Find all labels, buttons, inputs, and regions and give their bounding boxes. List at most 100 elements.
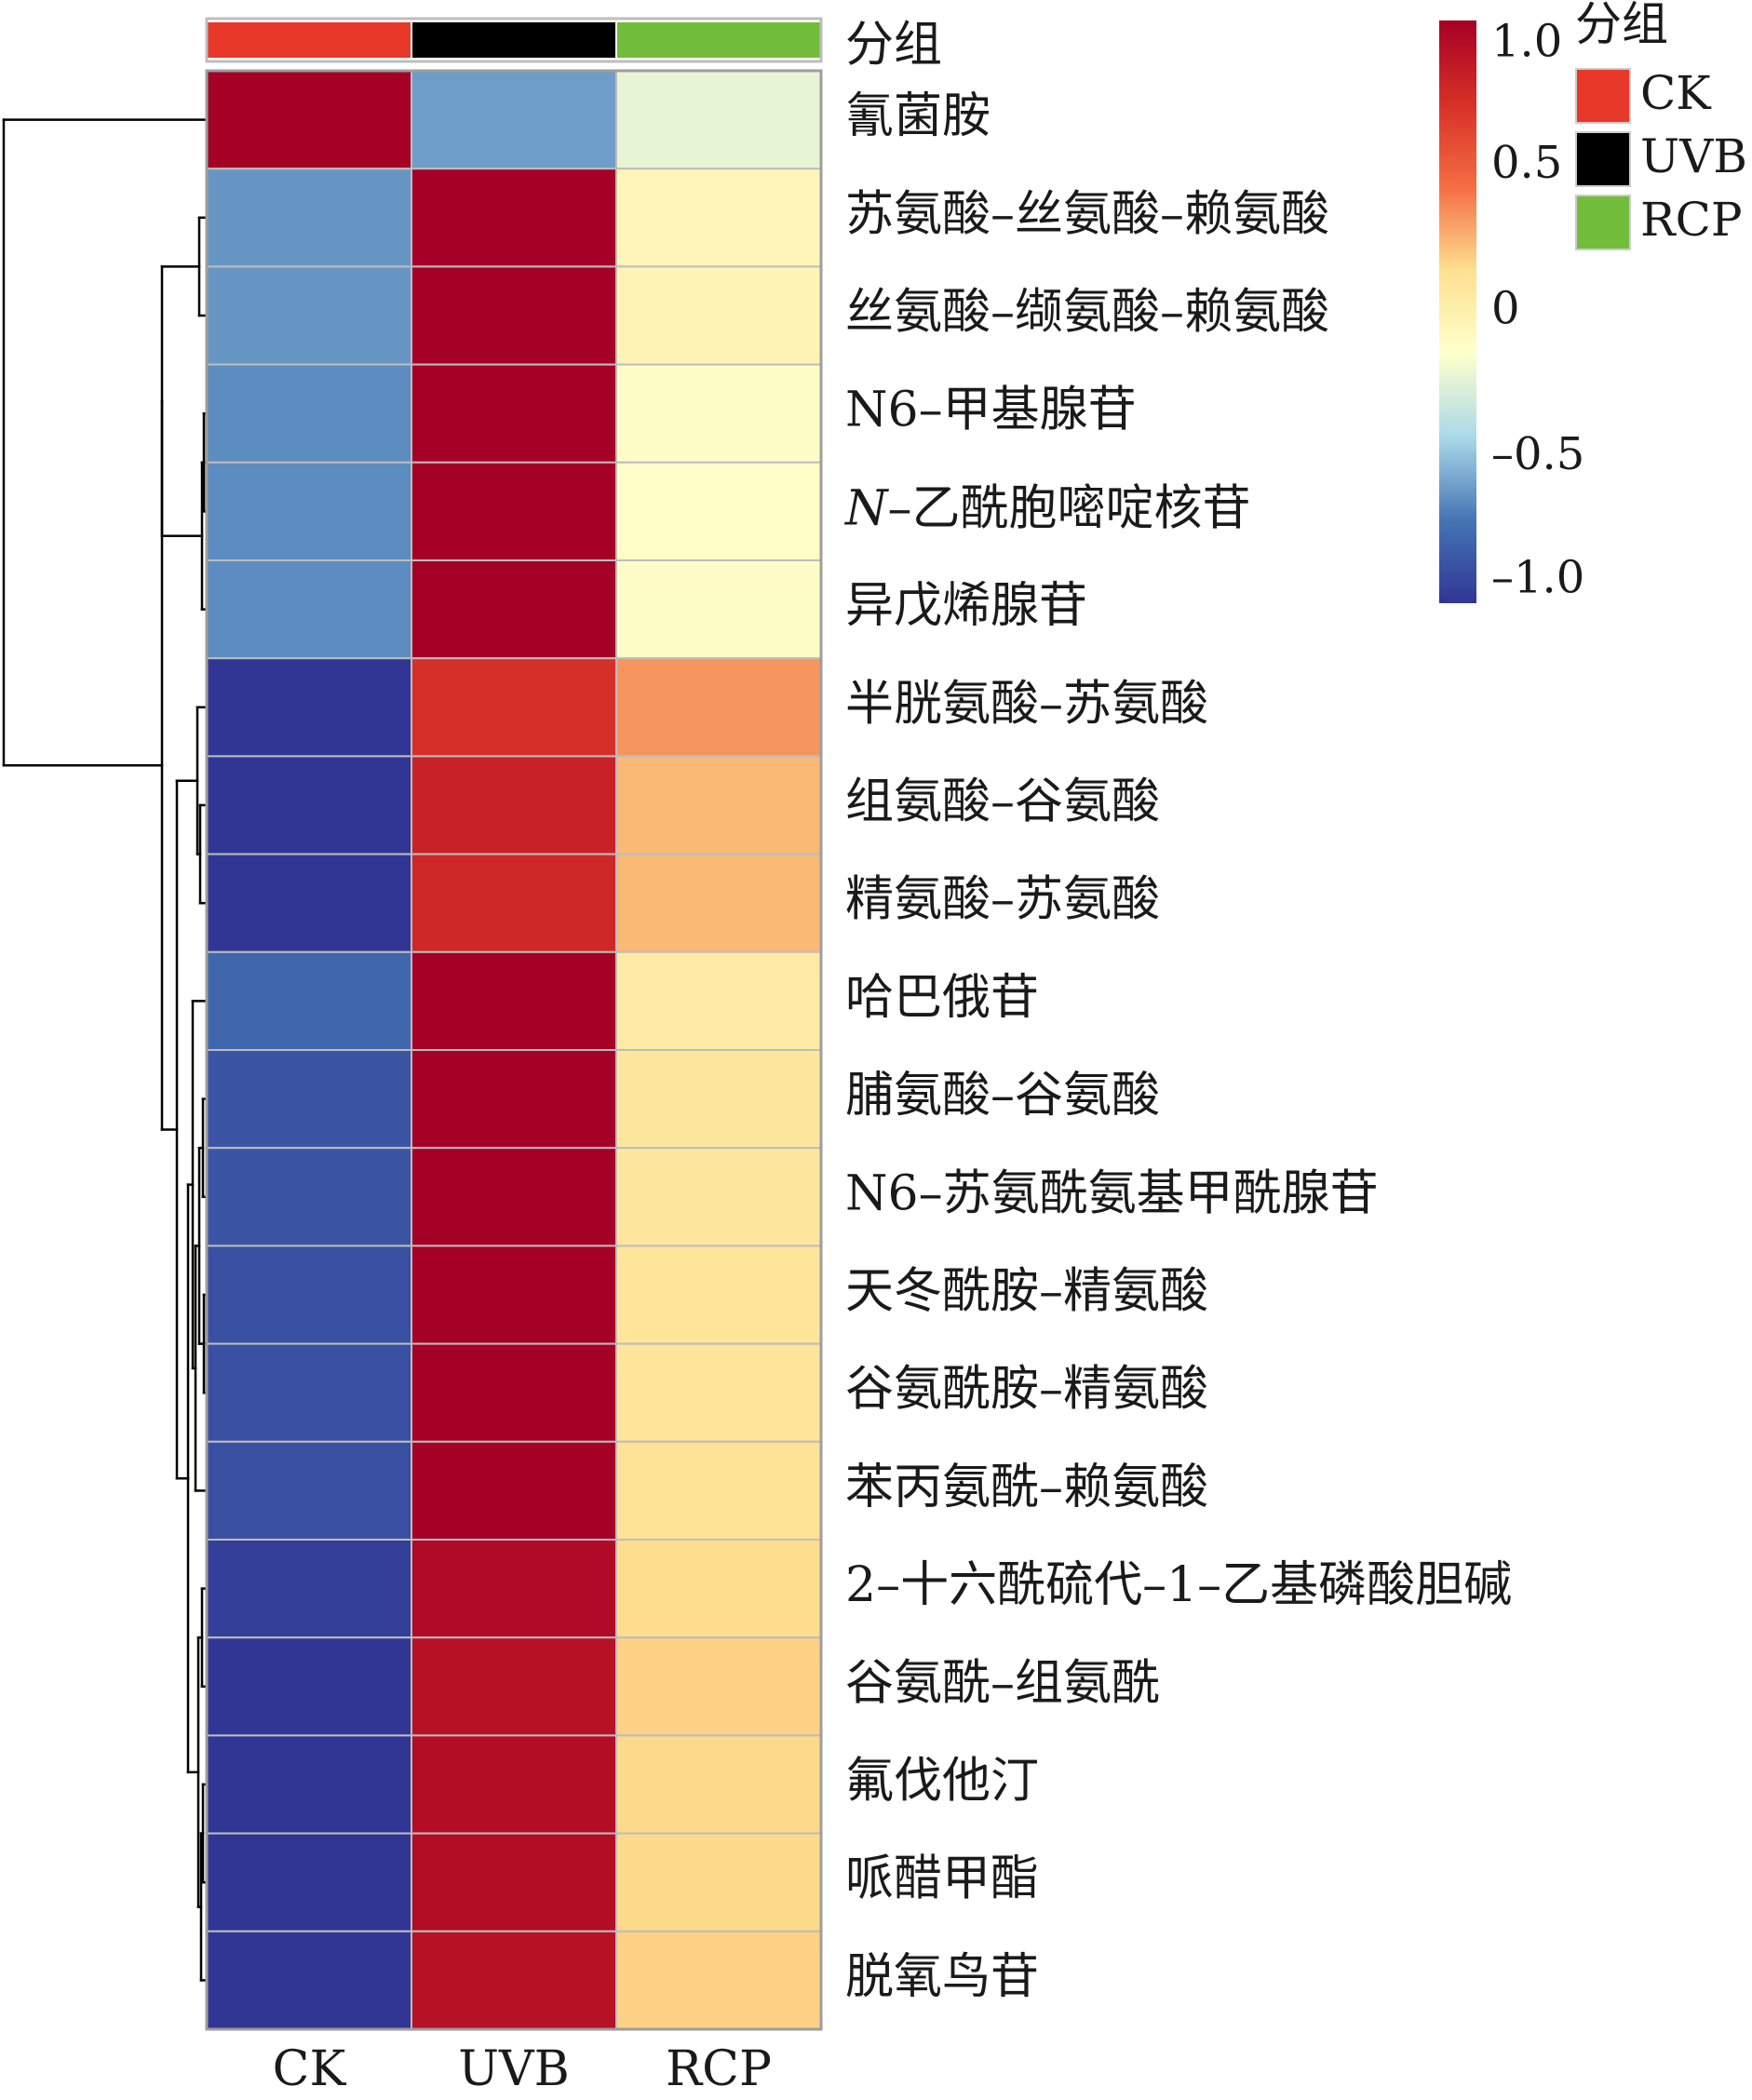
legend-swatch-rcp: [1575, 195, 1631, 250]
heatmap-cell: [615, 755, 822, 855]
heatmap-cell: [206, 1539, 412, 1639]
heatmap-cell: [206, 1930, 412, 2031]
heatmap-cell: [206, 755, 412, 855]
column-label: CK: [273, 2041, 347, 2097]
row-label: 异戊烯腺苷: [845, 578, 1087, 634]
heatmap-cell: [615, 1832, 822, 1932]
row-label: 脱氧鸟苷: [845, 1949, 1039, 2005]
row-label: N6–苏氨酰氨基甲酰腺苷: [845, 1165, 1379, 1221]
heatmap-cell: [615, 1245, 822, 1345]
heatmap-cell: [411, 1734, 617, 1835]
heatmap-cell: [206, 1147, 412, 1247]
row-label: 丝氨酸–缬氨酸–赖氨酸: [845, 285, 1329, 341]
heatmap-cell: [206, 1734, 412, 1835]
group-legend: CK UVB RCP: [1575, 66, 1747, 250]
annotation-uvb: [412, 22, 615, 58]
legend-label-uvb: UVB: [1640, 129, 1747, 183]
color-scale-ticks: 1.0 0.5 0 –0.5 –1.0: [1491, 16, 1584, 604]
heatmap-cell: [615, 265, 822, 366]
heatmap-cells: [205, 69, 823, 2031]
row-label: 2–十六酰硫代–1–乙基磷酸胆碱: [845, 1557, 1512, 1613]
heatmap-cell: [411, 1245, 617, 1345]
column-label: RCP: [666, 2041, 772, 2097]
color-scale-tick-label: –0.5: [1491, 428, 1584, 480]
row-label: 苏氨酸–丝氨酸–赖氨酸: [845, 186, 1329, 242]
heatmap-cell: [615, 70, 822, 170]
heatmap-cell: [411, 1832, 617, 1932]
heatmap-cell: [411, 1342, 617, 1443]
heatmap-cell: [206, 657, 412, 758]
heatmap-cell: [206, 1342, 412, 1443]
heatmap-cell: [615, 1734, 822, 1835]
row-label: 精氨酸–苏氨酸: [845, 872, 1160, 928]
heatmap-cell: [411, 1539, 617, 1639]
legend-label-rcp: RCP: [1640, 193, 1743, 247]
group-annotation-title: 分组: [845, 18, 942, 74]
heatmap-cell: [411, 168, 617, 268]
row-dendrogram: [2, 118, 209, 1982]
heatmap-cell: [411, 265, 617, 366]
heatmap-cell: [206, 559, 412, 660]
row-label: 谷氨酰–组氨酰: [845, 1655, 1160, 1711]
heatmap-cell: [206, 70, 412, 170]
heatmap-cell: [411, 657, 617, 758]
heatmap-cell: [615, 950, 822, 1051]
heatmap-cell: [411, 1440, 617, 1541]
annotation-rcp: [617, 22, 820, 58]
heatmap-cell: [411, 853, 617, 953]
color-scale-tick-label: 0.5: [1491, 137, 1562, 189]
row-label: 氰菌胺: [845, 88, 991, 144]
color-scale-tick-label: 1.0: [1491, 16, 1562, 68]
heatmap-cell: [206, 950, 412, 1051]
annotation-ck: [208, 22, 411, 58]
heatmap-cell: [615, 168, 822, 268]
legend-swatch-uvb: [1575, 131, 1631, 187]
heatmap-cell: [411, 1049, 617, 1150]
color-scale-tick-label: –1.0: [1491, 552, 1584, 604]
heatmap-cell: [411, 70, 617, 170]
heatmap-cell: [206, 1245, 412, 1345]
heatmap-cell: [615, 1049, 822, 1150]
group-annotation-bar: [205, 17, 823, 63]
heatmap-cell: [206, 853, 412, 953]
row-label: 氟伐他汀: [845, 1754, 1039, 1810]
color-scale-tick-label: 0: [1491, 283, 1520, 335]
heatmap-cell: [206, 1049, 412, 1150]
heatmap-cell: [615, 1342, 822, 1443]
heatmap-cell: [411, 1636, 617, 1737]
heatmap-cell: [615, 1147, 822, 1247]
heatmap-cell: [411, 1147, 617, 1247]
heatmap-cell: [615, 853, 822, 953]
heatmap-cell: [206, 1440, 412, 1541]
row-label: N6–甲基腺苷: [845, 383, 1137, 438]
heatmap-cell: [615, 559, 822, 660]
heatmap-cell: [615, 1440, 822, 1541]
row-label: 苯丙氨酰–赖氨酸: [845, 1460, 1208, 1515]
row-label: N–乙酰胞嘧啶核苷: [843, 480, 1251, 536]
heatmap-cell: [411, 950, 617, 1051]
heatmap-cell: [206, 168, 412, 268]
row-label: 脯氨酸–谷氨酸: [845, 1068, 1160, 1124]
heatmap-cell: [206, 1636, 412, 1737]
color-scale-bar: [1439, 20, 1476, 603]
heatmap-cell: [615, 657, 822, 758]
heatmap-cell: [206, 265, 412, 366]
heatmap-cell: [615, 1930, 822, 2031]
heatmap-cell: [411, 363, 617, 464]
group-legend-title: 分组: [1575, 0, 1668, 51]
row-label: 天冬酰胺–精氨酸: [845, 1264, 1208, 1320]
heatmap-cell: [411, 1930, 617, 2031]
heatmap-cell: [615, 461, 822, 561]
heatmap-cell: [206, 363, 412, 464]
legend-label-ck: CK: [1640, 66, 1712, 120]
row-label: 哈巴俄苷: [845, 970, 1039, 1026]
heatmap-cell: [411, 755, 617, 855]
legend-swatch-ck: [1575, 68, 1631, 124]
heatmap-cell: [206, 461, 412, 561]
heatmap-cell: [615, 363, 822, 464]
column-label: UVB: [458, 2041, 570, 2097]
column-labels: CK UVB RCP: [273, 2041, 772, 2097]
heatmap-cell: [615, 1539, 822, 1639]
